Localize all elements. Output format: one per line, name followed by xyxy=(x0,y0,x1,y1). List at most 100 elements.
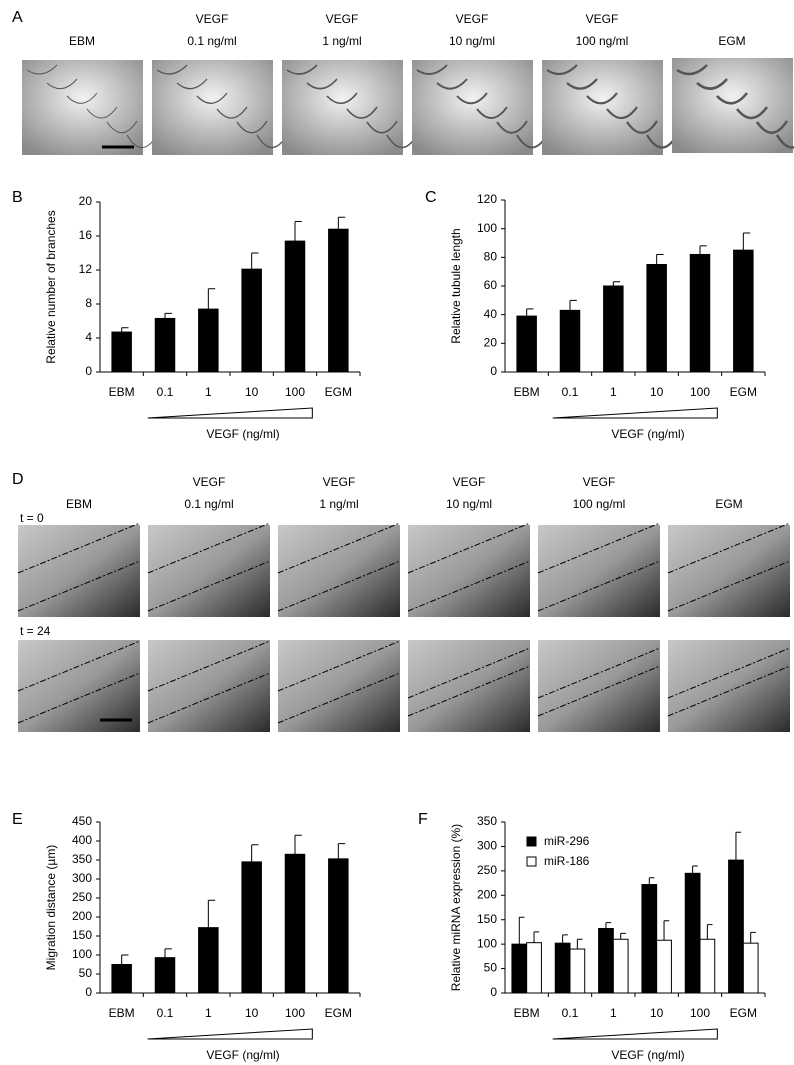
legend-label: miR-296 xyxy=(544,834,590,848)
y-axis-label: Relative tubule length xyxy=(449,228,463,343)
condition-label: EGM xyxy=(715,497,742,511)
y-tick-label: 300 xyxy=(477,839,497,853)
error-bar xyxy=(164,312,172,319)
tube xyxy=(106,120,138,134)
x-tick-label: 10 xyxy=(245,1006,259,1020)
x-tick-label: 0.1 xyxy=(562,1006,579,1020)
bar xyxy=(241,861,262,994)
y-tick-label: 20 xyxy=(79,194,93,208)
error-bar xyxy=(294,221,302,242)
y-tick-label: 150 xyxy=(72,928,92,942)
bar xyxy=(284,853,306,994)
tube xyxy=(176,78,208,90)
micrograph xyxy=(282,60,403,155)
x-tick-label: EGM xyxy=(325,1006,352,1020)
tube xyxy=(676,64,708,76)
bar xyxy=(554,942,571,994)
x-tick-label: EBM xyxy=(109,385,135,399)
panel-label: D xyxy=(12,471,24,488)
error-bar xyxy=(164,948,172,958)
error-bar xyxy=(612,281,621,286)
y-tick-label: 50 xyxy=(79,966,93,980)
y-axis-label: Relative miRNA expression (%) xyxy=(449,824,463,991)
bar xyxy=(241,268,262,373)
error-bar xyxy=(620,932,626,940)
wound-edge xyxy=(667,522,791,574)
x-tick-label: 100 xyxy=(690,1006,710,1020)
x-tick-label: 100 xyxy=(285,385,305,399)
x-tick-label: EBM xyxy=(109,1006,135,1020)
x-tick-label: 1 xyxy=(205,1006,212,1020)
error-bar xyxy=(576,938,583,950)
panel-label: A xyxy=(12,9,23,26)
tube xyxy=(86,106,118,119)
error-bar xyxy=(251,844,259,862)
y-tick-label: 100 xyxy=(477,936,497,950)
wound-edge xyxy=(17,522,141,574)
wound-edge xyxy=(407,560,531,612)
panel-label: E xyxy=(12,811,23,828)
micrograph xyxy=(22,60,143,155)
tube xyxy=(286,64,318,75)
y-tick-label: 450 xyxy=(72,814,92,828)
y-tick-label: 250 xyxy=(477,863,497,877)
bar xyxy=(198,927,219,994)
error-bar xyxy=(207,899,216,928)
x-tick-label: 0.1 xyxy=(562,385,579,399)
y-tick-label: 400 xyxy=(72,833,92,847)
legend-swatch xyxy=(526,836,537,847)
tube xyxy=(626,120,658,134)
bar xyxy=(111,331,132,373)
wound-edge xyxy=(537,665,661,717)
micrograph xyxy=(668,640,790,732)
x-axis-label: VEGF (ng/ml) xyxy=(206,1048,279,1062)
tube xyxy=(586,92,618,105)
x-tick-label: EGM xyxy=(325,385,352,399)
y-tick-label: 60 xyxy=(484,278,498,292)
bar xyxy=(516,315,537,373)
micrograph xyxy=(148,525,270,617)
y-tick-label: 50 xyxy=(484,961,498,975)
y-tick-label: 100 xyxy=(477,221,497,235)
error-bar xyxy=(605,922,612,929)
condition-label: 100 ng/ml xyxy=(576,34,629,48)
tube xyxy=(26,64,58,75)
bar xyxy=(646,264,667,373)
wound-edge xyxy=(537,522,661,574)
bar xyxy=(198,308,219,373)
tube xyxy=(416,64,448,75)
tube xyxy=(476,106,508,119)
bar xyxy=(603,285,624,373)
y-tick-label: 150 xyxy=(477,912,497,926)
condition-label: 10 ng/ml xyxy=(446,497,492,511)
dose-triangle xyxy=(147,1028,313,1040)
condition-label: VEGF xyxy=(586,12,619,26)
bar xyxy=(569,948,586,994)
x-tick-label: 100 xyxy=(690,385,710,399)
wound-edge xyxy=(277,640,401,692)
tube xyxy=(326,92,358,105)
condition-label: VEGF xyxy=(193,475,226,489)
x-axis-label: VEGF (ng/ml) xyxy=(611,427,684,441)
error-bar xyxy=(121,327,129,333)
error-bar xyxy=(735,831,742,861)
wound-edge xyxy=(277,672,401,724)
x-tick-label: 1 xyxy=(205,385,212,399)
wound-edge xyxy=(147,672,271,724)
condition-label: VEGF xyxy=(583,475,616,489)
legend-label: miR-186 xyxy=(544,854,590,868)
bar xyxy=(733,249,754,373)
tube xyxy=(156,64,188,75)
bar xyxy=(656,939,672,994)
error-bar xyxy=(569,299,577,311)
micrograph xyxy=(408,640,530,732)
micrograph xyxy=(668,525,790,617)
bar xyxy=(689,253,711,373)
wound-edge xyxy=(407,647,531,699)
error-bar xyxy=(663,920,670,941)
micrograph xyxy=(538,525,660,617)
error-bar xyxy=(121,954,129,965)
y-tick-label: 350 xyxy=(72,852,92,866)
tube xyxy=(306,78,338,90)
